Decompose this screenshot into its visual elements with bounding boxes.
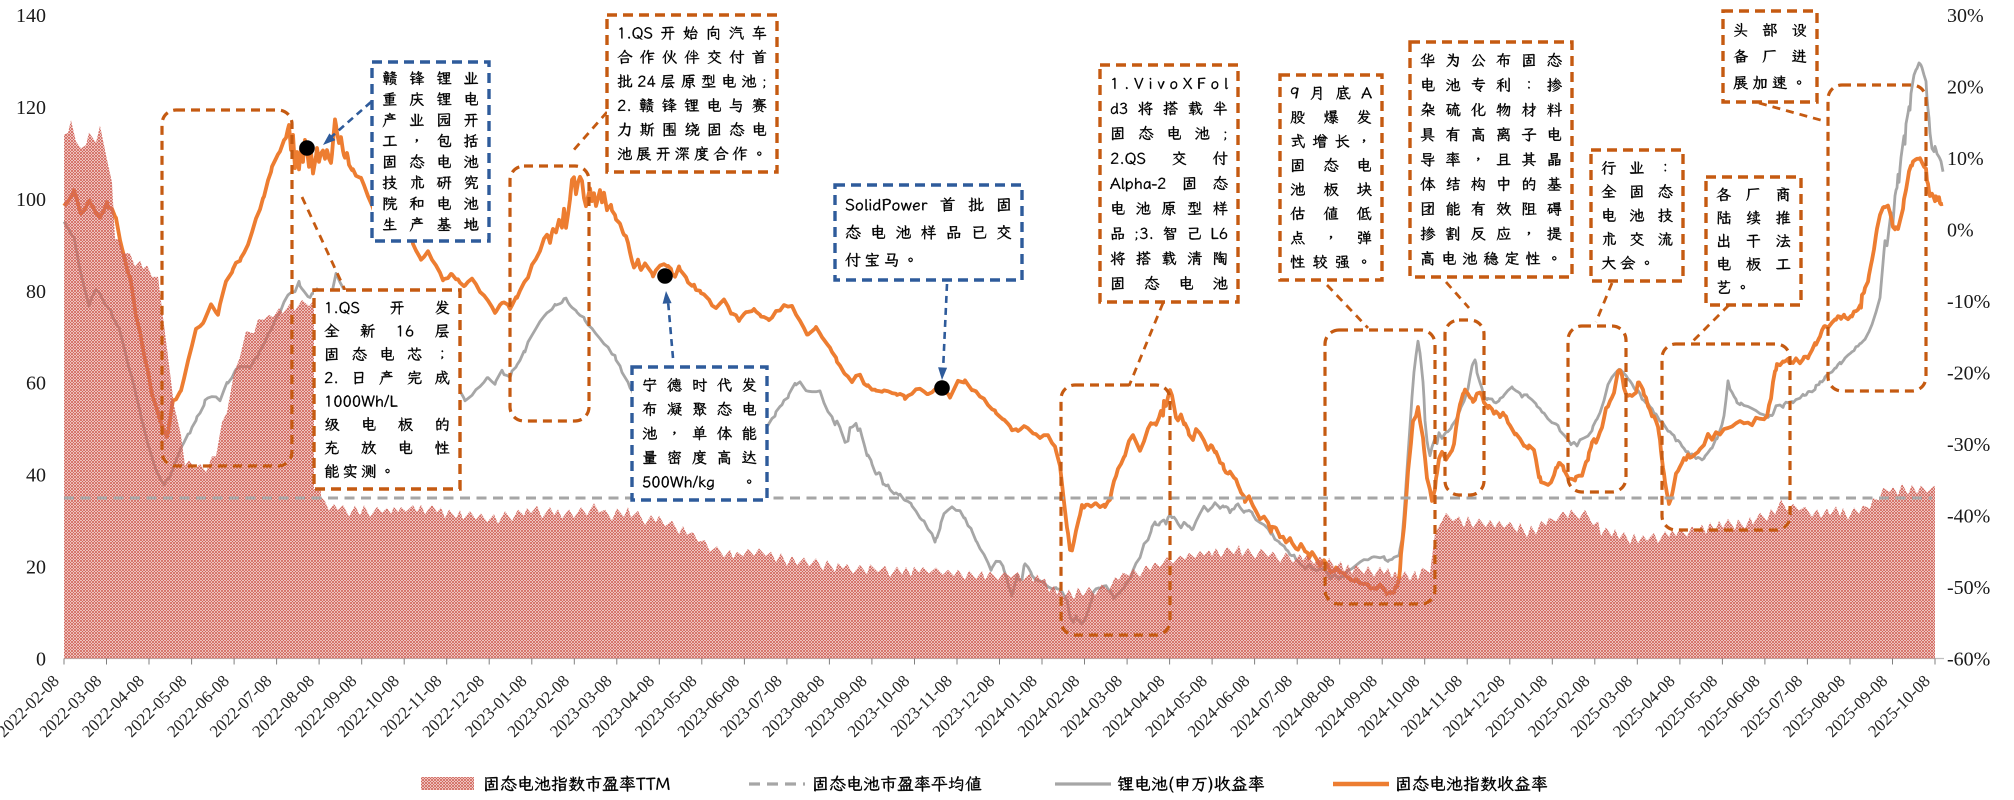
svg-text:-40%: -40% [1947, 506, 1990, 528]
svg-text:40: 40 [26, 465, 46, 487]
svg-text:80: 80 [26, 281, 46, 303]
svg-text:-20%: -20% [1947, 363, 1990, 385]
svg-text:60: 60 [26, 373, 46, 395]
svg-text:20: 20 [26, 557, 46, 579]
svg-text:120: 120 [16, 97, 46, 119]
svg-text:-50%: -50% [1947, 577, 1990, 599]
svg-text:-10%: -10% [1947, 291, 1990, 313]
svg-text:-30%: -30% [1947, 434, 1990, 456]
svg-text:10%: 10% [1947, 148, 1984, 170]
svg-text:100: 100 [16, 189, 46, 211]
svg-text:30%: 30% [1947, 5, 1984, 27]
svg-text:140: 140 [16, 5, 46, 27]
svg-text:0%: 0% [1947, 220, 1974, 242]
svg-text:20%: 20% [1947, 77, 1984, 99]
svg-text:0: 0 [36, 649, 46, 671]
svg-text:-60%: -60% [1947, 649, 1990, 671]
